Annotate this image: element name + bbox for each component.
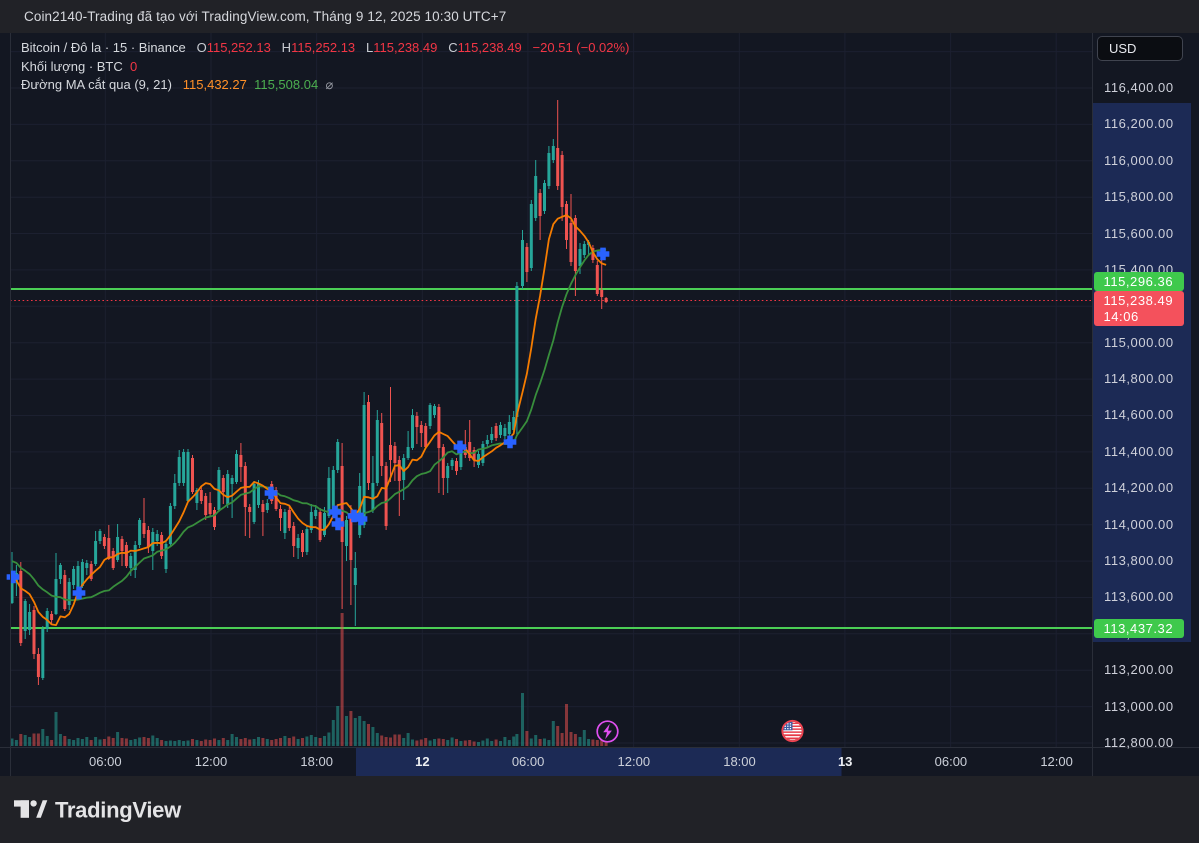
svg-text:TradingView: TradingView — [55, 798, 182, 823]
